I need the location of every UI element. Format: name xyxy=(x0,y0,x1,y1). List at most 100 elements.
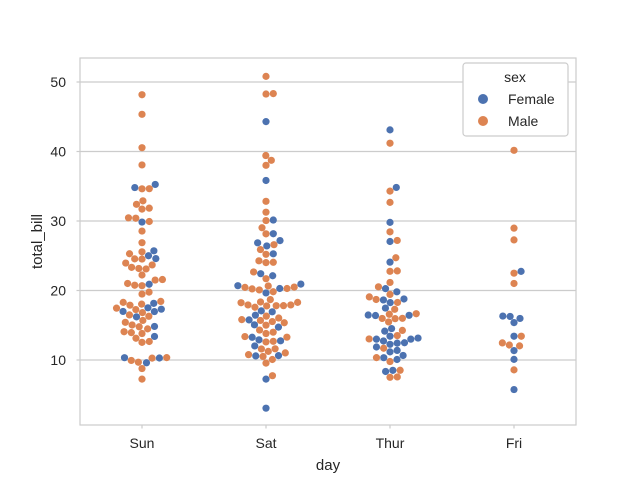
swarm-point-sat-female xyxy=(269,216,277,224)
swarm-point-sun-male xyxy=(138,248,146,256)
swarm-point-sun-male xyxy=(125,311,134,319)
swarm-point-sun-male xyxy=(121,318,129,326)
swarm-point-sat-male xyxy=(268,317,276,326)
swarm-point-sat-male xyxy=(269,90,277,98)
swarm-point-thur-female xyxy=(379,296,388,304)
swarm-point-sun-male xyxy=(138,239,146,247)
legend: sex Female Male xyxy=(462,62,569,137)
swarm-point-sat-male xyxy=(268,372,277,380)
swarm-point-sun-male xyxy=(138,309,147,317)
swarm-point-thur-male xyxy=(386,187,394,195)
swarm-point-sat-male xyxy=(272,302,280,310)
swarm-point-fri-female xyxy=(516,314,524,323)
swarm-point-sun-male xyxy=(138,205,146,213)
swarm-point-sat-male xyxy=(264,347,272,355)
swarm-point-fri-female xyxy=(510,385,518,394)
x-tick-label-fri: Fri xyxy=(506,435,522,451)
swarm-point-thur-female xyxy=(407,335,415,343)
swarm-point-sat-female xyxy=(250,321,259,329)
swarm-point-thur-male xyxy=(393,373,401,381)
swarm-point-sun-male xyxy=(145,288,153,296)
swarm-point-sat-female xyxy=(262,404,270,412)
swarm-point-sun-male xyxy=(138,185,146,193)
x-tick-label-sun: Sun xyxy=(130,435,155,451)
swarm-point-sun-male xyxy=(127,356,135,365)
swarm-point-sat-male xyxy=(248,285,256,293)
swarm-point-sat-male xyxy=(262,230,270,238)
swarm-point-thur-female xyxy=(386,126,394,134)
gridlines xyxy=(80,81,576,361)
swarm-point-thur-female xyxy=(392,183,400,192)
swarm-point-sun-male xyxy=(131,255,139,263)
swarm-point-thur-female xyxy=(386,332,394,340)
legend-label-male: Male xyxy=(508,113,539,129)
swarm-point-fri-female xyxy=(517,267,525,275)
swarm-point-thur-male xyxy=(380,344,388,352)
swarm-point-sat-female xyxy=(262,375,270,383)
swarm-point-sat-male xyxy=(262,72,270,80)
swarm-point-sat-male xyxy=(270,241,278,249)
swarm-point-sun-male xyxy=(131,281,139,289)
legend-label-female: Female xyxy=(508,91,555,107)
swarm-point-sun-female xyxy=(151,180,159,189)
swarm-point-sat-female xyxy=(245,316,253,324)
swarm-point-sun-male xyxy=(135,323,143,331)
swarm-point-thur-female xyxy=(386,298,394,307)
swarm-point-thur-female xyxy=(364,311,372,319)
swarm-point-thur-male xyxy=(385,310,393,318)
swarm-point-thur-male xyxy=(393,298,402,307)
swarm-point-sat-female xyxy=(263,242,271,250)
swarm-point-fri-male xyxy=(510,224,518,232)
swarm-point-fri-female xyxy=(510,347,518,355)
swarm-point-sun-male xyxy=(120,328,128,336)
swarm-point-sun-female xyxy=(145,280,153,288)
swarm-point-sun-female xyxy=(150,299,158,307)
swarm-point-sun-male xyxy=(134,358,142,366)
swarm-point-thur-female xyxy=(381,304,390,312)
swarm-point-sun-male xyxy=(138,255,146,263)
swarm-point-sun-female xyxy=(155,354,163,362)
swarm-point-fri-male xyxy=(510,366,518,374)
swarm-point-sun-male xyxy=(138,161,146,169)
swarm-point-sat-male xyxy=(238,316,246,324)
swarm-point-thur-male xyxy=(386,290,394,298)
swarm-point-sat-male xyxy=(263,302,271,310)
swarm-point-sun-male xyxy=(132,200,141,208)
swarm-point-thur-female xyxy=(386,348,394,356)
x-axis-label: day xyxy=(316,457,341,474)
swarm-point-sat-male xyxy=(283,284,291,293)
swarm-point-thur-male xyxy=(386,139,394,147)
swarm-point-fri-male xyxy=(510,236,518,244)
swarm-point-thur-male xyxy=(378,314,386,323)
legend-title: sex xyxy=(504,69,526,85)
swarm-point-thur-male xyxy=(372,354,381,362)
x-tick-label-sat: Sat xyxy=(255,435,276,451)
swarm-point-thur-female xyxy=(386,237,394,246)
x-tick-label-thur: Thur xyxy=(376,435,405,451)
swarm-point-sat-female xyxy=(269,272,277,280)
swarm-point-thur-male xyxy=(386,267,394,275)
swarm-point-sat-female xyxy=(274,352,283,360)
swarm-point-sun-male xyxy=(138,364,146,373)
swarm-point-sat-male xyxy=(266,296,274,304)
swarm-point-thur-female xyxy=(387,324,396,333)
swarm-point-sun-male xyxy=(138,375,146,383)
swarm-point-thur-female xyxy=(393,355,401,364)
swarm-point-sun-male xyxy=(148,261,156,269)
swarm-point-thur-female xyxy=(372,335,381,343)
swarm-point-sun-male xyxy=(144,325,152,333)
swarm-point-sat-female xyxy=(269,230,277,238)
swarm-point-sun-female xyxy=(152,254,160,263)
y-tick-label-50: 50 xyxy=(50,74,66,90)
swarm-point-thur-male xyxy=(386,278,394,287)
swarm-point-sun-female xyxy=(150,307,159,316)
swarm-point-sat-female xyxy=(276,337,285,345)
swarm-point-thur-female xyxy=(386,258,394,266)
swarm-point-sat-male xyxy=(287,301,295,309)
swarm-point-thur-female xyxy=(381,285,390,293)
swarm-point-sat-male xyxy=(244,301,252,309)
swarm-point-sun-male xyxy=(119,298,127,306)
swarm-point-sun-female xyxy=(150,332,159,341)
